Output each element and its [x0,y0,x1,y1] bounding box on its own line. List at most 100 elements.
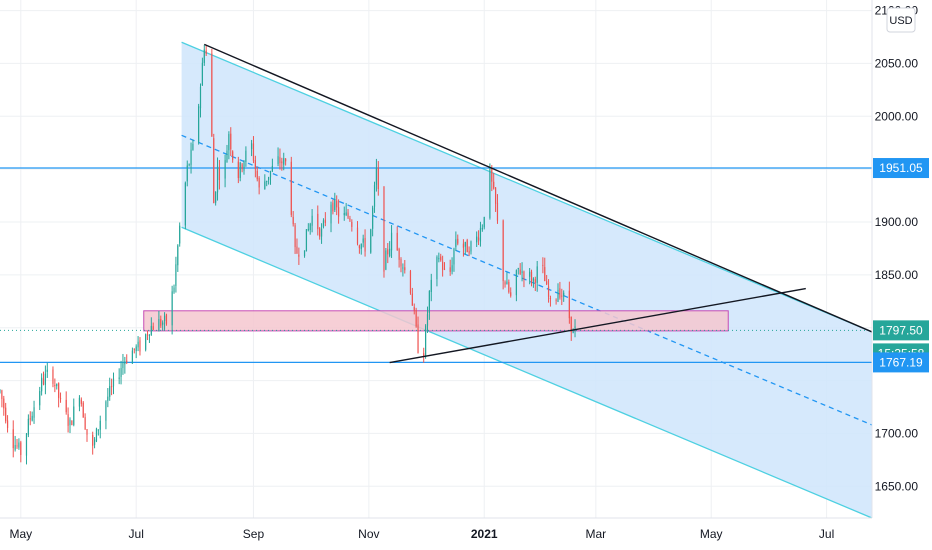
candle-body [137,341,139,348]
candle-body [402,267,404,269]
candle-body [31,415,33,421]
x-tick-label: Nov [358,527,379,541]
candle-body [241,164,243,170]
candle-body [105,401,107,421]
candle-body [529,271,531,277]
price-badge [873,320,929,341]
support-zone-rect [143,310,729,332]
candle-body [290,161,292,215]
candle-body [557,289,559,302]
candle-body [464,242,466,247]
candle-body [205,50,207,54]
candle-body [283,158,285,165]
candle-body [532,278,535,281]
candle-body [224,160,226,179]
candle-body [489,167,491,218]
channel-lower-line [181,226,873,519]
candle-body [188,164,190,166]
candle-body [186,165,188,182]
y-tick-label: 1850.00 [875,268,919,282]
candle-body [177,245,179,266]
candle-body [322,220,325,227]
candle-body [82,402,84,418]
candle-body [199,86,202,109]
candle-body [426,314,429,326]
candle-body [54,385,56,387]
candle-body [536,266,538,283]
candle-body [71,420,73,426]
candle-body [109,386,111,397]
candle-body [25,433,28,456]
candle-body [267,177,270,180]
candle-body [504,282,506,285]
candle-body [305,229,308,252]
candle-body [493,181,495,189]
candle-body [163,315,166,321]
candle-body [39,391,41,406]
time-axis: May Jul Sep Nov 2021 Mar May Jul [9,527,834,541]
candle-body [451,265,453,272]
x-tick-label: May [700,527,723,541]
candle-body [415,309,417,327]
candle-body [67,414,69,426]
candle-body [271,165,273,172]
candle-body [44,373,46,386]
candles [0,44,576,465]
channel-upper-line [181,41,873,333]
candle-body [298,254,300,257]
candle-body [515,270,517,296]
candle-body [27,418,29,435]
candle-body [250,143,253,150]
candle-body [349,218,351,221]
candle-body [337,207,340,217]
candle-body [252,143,255,161]
candle-body [171,291,173,326]
candle-body [0,390,1,392]
candle-body [375,167,378,185]
candle-body [277,156,279,164]
price-badge [873,352,929,373]
candle-body [476,236,478,243]
candle-body [198,106,200,143]
candle-body [254,160,256,170]
candle-body [243,161,245,171]
candle-body [65,399,67,413]
candle-body [383,186,385,272]
candle-body [372,207,374,229]
candle-body [179,225,181,244]
candle-body [481,227,483,230]
candle-body [396,232,398,251]
price-badge-label: 1951.05 [879,161,923,175]
candle-body [145,334,147,350]
candle-body [112,378,115,387]
candle-body [215,191,217,203]
candle-body [547,286,550,297]
candle-body [470,241,472,252]
x-tick-label: 2021 [471,527,498,541]
candle-body [5,407,7,422]
candle-body [264,181,266,190]
candle-body [542,264,544,266]
candle-body [457,238,459,244]
candle-body [517,268,519,270]
candle-body [544,267,546,282]
candle-body [373,185,376,207]
candle-body [230,133,232,150]
candle-body [364,237,366,252]
candle-body [462,243,465,248]
candle-body [213,138,215,204]
candle-body [20,442,22,455]
candle-body [1,390,3,399]
candle-body [133,348,135,350]
candle-body [351,221,353,227]
x-tick-label: May [9,527,32,541]
candle-body [126,360,128,363]
candle-body [95,428,98,442]
regression-channel [181,41,873,519]
candle-body [42,378,45,385]
candle-body [279,157,281,164]
currency-button[interactable]: USD [886,7,916,33]
candle-body [568,290,570,319]
